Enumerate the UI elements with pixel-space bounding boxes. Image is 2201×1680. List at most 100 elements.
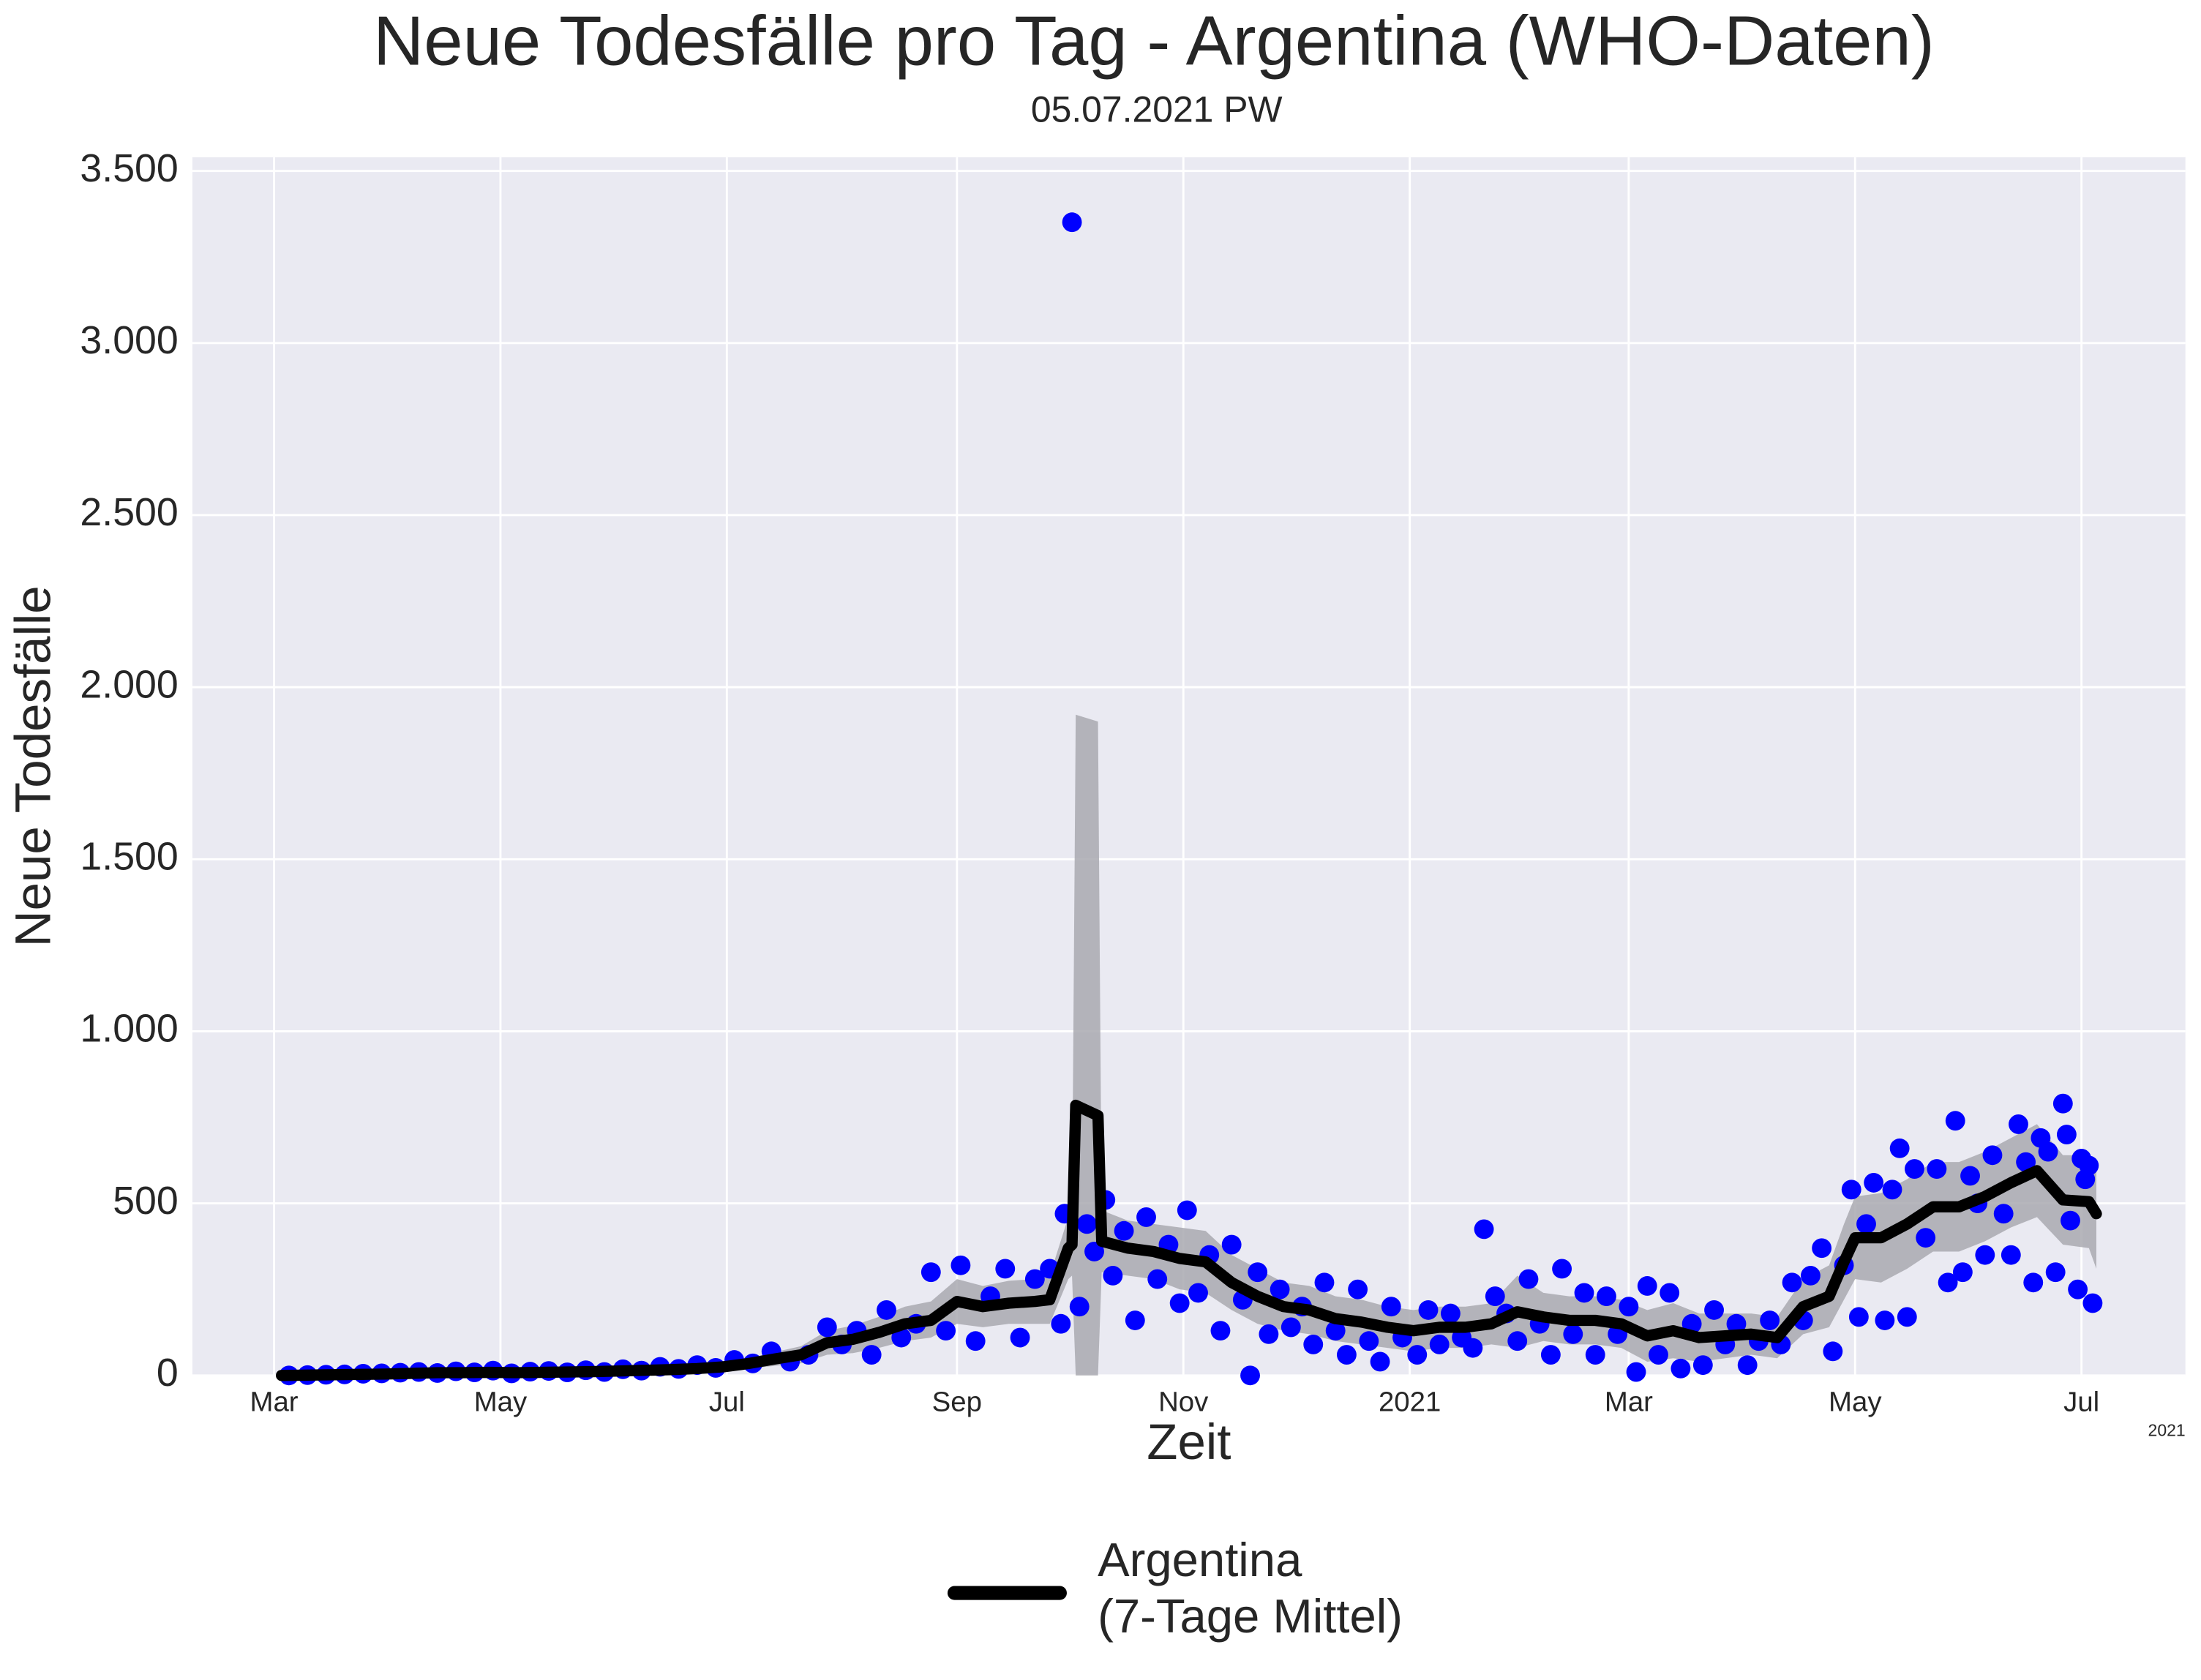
scatter-point — [1188, 1283, 1208, 1303]
scatter-point — [1875, 1310, 1895, 1330]
chart-title: Neue Todesfälle pro Tag - Argentina (WHO… — [373, 2, 1935, 80]
scatter-point — [1889, 1138, 1910, 1158]
scatter-point — [1248, 1262, 1268, 1283]
scatter-point — [2009, 1114, 2028, 1134]
scatter-point — [1418, 1300, 1439, 1320]
scatter-point — [1671, 1358, 1691, 1379]
marks — [276, 212, 2103, 1386]
scatter-point — [2068, 1279, 2088, 1300]
scatter-point — [1812, 1238, 1832, 1259]
x-tick-label: May — [1829, 1386, 1882, 1417]
scatter-point — [1485, 1286, 1505, 1307]
scatter-point — [1069, 1297, 1090, 1317]
scatter-point — [1864, 1172, 1884, 1193]
y-tick-label: 2.000 — [80, 662, 178, 706]
scatter-point — [1281, 1317, 1301, 1338]
scatter-point — [1024, 1269, 1045, 1289]
x-tick-label: Jul — [709, 1386, 745, 1417]
scatter-point — [1051, 1313, 1071, 1334]
scatter-point — [1960, 1166, 1980, 1186]
scatter-point — [1856, 1214, 1876, 1234]
scatter-point — [1927, 1159, 1947, 1180]
scatter-point — [2038, 1141, 2058, 1162]
scatter-point — [1221, 1234, 1242, 1255]
scatter-point — [2052, 1093, 2073, 1114]
scatter-point — [1370, 1351, 1390, 1372]
scatter-point — [1103, 1265, 1123, 1286]
scatter-point — [2056, 1125, 2077, 1144]
legend-label-box: Argentina (7-Tage Mittel) — [1098, 1534, 1403, 1644]
scatter-point — [1574, 1283, 1594, 1303]
x-tick-label: 2021 — [1379, 1386, 1441, 1417]
plot-background — [192, 157, 2186, 1376]
scatter-point — [1938, 1272, 1958, 1293]
scatter-point — [1760, 1310, 1780, 1330]
scatter-point — [1823, 1341, 1843, 1362]
mean-line — [276, 1099, 2102, 1381]
scatter-point — [1597, 1286, 1616, 1307]
scatter-point — [1660, 1283, 1680, 1303]
y-tick-label: 2.500 — [80, 490, 178, 534]
scatter-point — [1210, 1321, 1231, 1341]
scatter-point — [995, 1259, 1016, 1279]
y-tick-label: 1.500 — [80, 834, 178, 878]
scatter-point — [1905, 1159, 1924, 1180]
scatter-point — [1626, 1362, 1646, 1382]
scatter-point — [1147, 1269, 1168, 1289]
scatter-point — [1841, 1180, 1861, 1200]
scatter-point — [1429, 1335, 1450, 1354]
x-offset-label: 2021 — [2148, 1421, 2186, 1440]
scatter-point — [1114, 1220, 1134, 1241]
scatter-point — [1336, 1345, 1357, 1365]
y-axis-label: Neue Todesfälle — [4, 585, 61, 947]
x-tick-label: Nov — [1158, 1386, 1209, 1417]
y-tick-label: 500 — [113, 1179, 179, 1223]
scatter-point — [1507, 1331, 1528, 1351]
scatter-point — [1314, 1272, 1335, 1293]
scatter-point — [1407, 1345, 1428, 1365]
y-tick-label: 3.500 — [80, 146, 178, 190]
scatter-point — [1704, 1300, 1724, 1320]
scatter-point — [936, 1321, 956, 1341]
scatter-point — [1692, 1355, 1713, 1376]
scatter-point — [1882, 1180, 1902, 1200]
x-axis-label: Zeit — [1147, 1413, 1231, 1470]
scatter-point — [2023, 1272, 2044, 1293]
scatter-point — [861, 1345, 882, 1365]
scatter-point — [1975, 1245, 1995, 1265]
scatter-point — [1348, 1279, 1368, 1300]
scatter-point — [891, 1327, 912, 1348]
x-tick-label: Sep — [932, 1386, 982, 1417]
scatter-point — [1474, 1219, 1494, 1240]
confidence-band — [281, 714, 2096, 1376]
scatter-point — [1952, 1262, 1973, 1283]
x-tick-label: Mar — [250, 1386, 299, 1417]
scatter-point — [1726, 1313, 1747, 1334]
scatter-point — [2016, 1152, 2036, 1172]
legend: Argentina (7-Tage Mittel) — [947, 1534, 1403, 1644]
scatter-point — [877, 1300, 896, 1320]
scatter-point — [1010, 1327, 1030, 1348]
y-tick-label: 3.000 — [80, 318, 178, 362]
y-tick-label: 1.000 — [80, 1007, 178, 1051]
scatter-point — [1585, 1345, 1605, 1365]
scatter-point — [1993, 1204, 2014, 1224]
scatter-point — [1177, 1200, 1197, 1220]
scatter-point — [1325, 1321, 1346, 1341]
scatter-point — [1518, 1269, 1539, 1289]
scatter-point — [1169, 1293, 1190, 1313]
chart-subtitle: 05.07.2021 PW — [1031, 89, 1283, 130]
scatter-point — [2079, 1155, 2099, 1176]
scatter-point — [1076, 1214, 1097, 1234]
scatter-point — [1649, 1345, 1668, 1365]
scatter-point — [1136, 1207, 1156, 1227]
scatter-point — [1062, 212, 1082, 233]
scatter-point — [1540, 1345, 1561, 1365]
scatter-point — [1897, 1307, 1917, 1327]
scatter-point — [1359, 1331, 1379, 1351]
scatter-point — [1084, 1242, 1104, 1261]
scatter-point — [1619, 1297, 1639, 1317]
scatter-point — [920, 1262, 941, 1283]
scatter-point — [1270, 1279, 1290, 1300]
